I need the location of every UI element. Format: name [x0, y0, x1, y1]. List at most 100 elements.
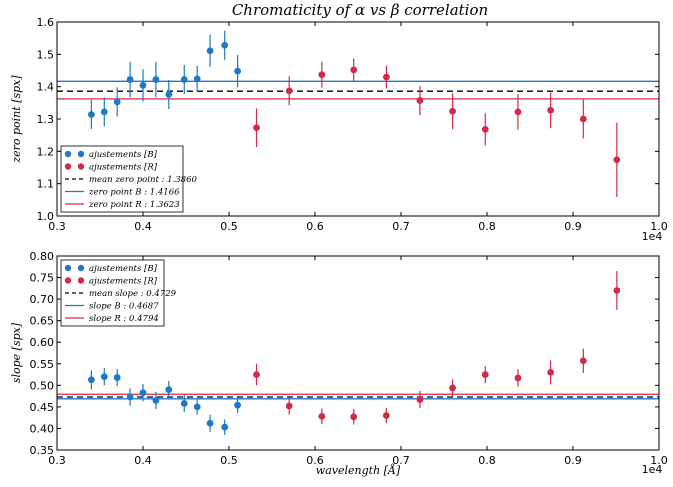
zero-point-x-offset: 1e4: [642, 230, 663, 243]
slope-point-blue: [113, 374, 121, 381]
slope-y-tick-label: 0.40: [30, 422, 55, 435]
slope-legend-label: mean slope : 0.4729: [89, 289, 177, 299]
zero-point-x-tick-label: 0.6: [306, 220, 324, 233]
slope-y-tick-label: 0.35: [30, 444, 55, 457]
slope-point-blue: [165, 386, 173, 394]
zero-point-point-blue: [152, 76, 160, 83]
zero-point-y-tick-label: 1.5: [37, 48, 55, 61]
slope-point-red: [547, 369, 555, 376]
x-axis-label: wavelength [Å]: [316, 463, 401, 477]
slope-y-tick-label: 0.45: [30, 401, 55, 414]
slope-x-tick-label: 0.3: [48, 454, 66, 467]
zero-point-point-blue: [139, 81, 147, 89]
slope-point-red: [613, 287, 621, 294]
zero-point-legend-label: ajustements [R]: [89, 163, 158, 173]
slope-y-tick-label: 0.75: [30, 272, 55, 285]
slope-point-blue: [152, 397, 160, 404]
slope-mean-lines: [57, 393, 659, 400]
slope-point-red: [514, 374, 522, 382]
zero-point-point-red: [285, 87, 293, 95]
slope-x-tick-label: 0.6: [306, 454, 324, 467]
slope-y-tick-label: 0.80: [30, 250, 55, 263]
slope-point-red: [285, 402, 293, 410]
zero-point-point-blue: [193, 75, 201, 83]
zero-point-legend-label: ajustements [B]: [89, 150, 158, 160]
slope-point-blue: [88, 376, 95, 384]
slope-panel: 0.350.400.450.500.550.600.650.700.750.80…: [10, 250, 668, 477]
slope-point-red: [416, 396, 424, 403]
zero-point-point-blue: [206, 47, 214, 55]
zero-point-point-blue: [165, 91, 173, 98]
zero-point-point-red: [514, 108, 522, 116]
slope-legend-marker: [77, 264, 85, 272]
zero-point-x-tick-label: 0.3: [48, 220, 66, 233]
zero-point-point-red: [416, 97, 424, 104]
zero-point-point-red: [579, 115, 587, 123]
slope-legend-label: slope B : 0.4687: [89, 302, 159, 312]
slope-point-blue: [126, 393, 134, 401]
zero-point-point-blue: [126, 76, 134, 83]
zero-point-point-red: [449, 107, 456, 115]
slope-point-blue: [180, 400, 188, 407]
zero-point-point-blue: [100, 108, 108, 116]
slope-y-tick-label: 0.70: [30, 293, 55, 306]
zero-point-legend-marker: [77, 150, 85, 158]
slope-x-tick-label: 0.7: [392, 454, 410, 467]
zero-point-legend-marker: [64, 150, 72, 158]
zero-point-y-tick-label: 1.2: [37, 145, 55, 158]
slope-point-blue: [206, 419, 214, 427]
slope-legend-label: ajustements [B]: [89, 264, 158, 274]
slope-point-blue: [234, 401, 242, 409]
zero-point-x-tick-label: 0.5: [220, 220, 238, 233]
zero-point-point-blue: [88, 111, 95, 118]
zero-point-legend-label: mean zero point : 1.3860: [89, 175, 197, 185]
slope-y-tick-label: 0.50: [30, 379, 55, 392]
zero-point-point-red: [350, 66, 358, 74]
slope-point-red: [449, 384, 456, 392]
zero-point-legend: ajustements [B] ajustements [R] mean zero …: [60, 145, 197, 213]
slope-point-blue: [100, 373, 108, 381]
zero-point-point-red: [613, 156, 621, 164]
zero-point-legend-label: zero point B : 1.4166: [88, 188, 180, 198]
zero-point-y-label: zero point [spx]: [10, 75, 23, 164]
zero-point-x-tick-label: 0.9: [564, 220, 582, 233]
slope-legend-box: [60, 259, 165, 327]
slope-y-tick-label: 0.60: [30, 336, 55, 349]
zero-point-point-blue: [180, 76, 188, 83]
slope-point-blue: [139, 389, 147, 397]
slope-legend: ajustements [B] ajustements [R] mean slope…: [60, 259, 177, 327]
slope-y-tick-label: 0.65: [30, 315, 55, 328]
slope-x-tick-label: 1.0: [650, 454, 668, 467]
slope-point-red: [318, 412, 326, 420]
slope-x-ticks: 0.3 0.4 0.5 0.6 0.7 0.8 0.9 1.0: [48, 256, 668, 467]
zero-point-x-tick-label: 1.0: [650, 220, 668, 233]
slope-point-blue: [193, 403, 201, 411]
zero-point-panel: 1.0 1.1 1.2 1.3 1.4 1.5 1.6 0.3 0.4 0.5 0.6 0.7 0.8…: [10, 16, 668, 243]
slope-point-red: [382, 412, 390, 419]
slope-x-tick-label: 0.9: [564, 454, 582, 467]
zero-point-y-tick-label: 1.4: [37, 81, 55, 94]
zero-point-legend-marker: [64, 163, 72, 170]
slope-point-red: [579, 357, 587, 365]
zero-point-y-tick-label: 1.0: [37, 210, 55, 223]
zero-point-y-tick-label: 1.1: [37, 178, 55, 191]
zero-point-legend-label: zero point R : 1.3623: [88, 200, 180, 210]
zero-point-y-ticks: 1.0 1.1 1.2 1.3 1.4 1.5 1.6: [37, 16, 659, 223]
slope-y-ticks: 0.35 0.40 0.45 0.50 0.55 0.60 0.65 0.70 0.75 0.80: [30, 250, 659, 457]
zero-point-x-tick-label: 0.7: [392, 220, 410, 233]
slope-points: [88, 271, 621, 435]
slope-point-red: [350, 413, 358, 421]
slope-x-tick-label: 0.4: [134, 454, 152, 467]
slope-y-label: slope [spx]: [10, 322, 23, 383]
zero-point-point-blue: [234, 67, 242, 75]
zero-point-point-red: [481, 125, 489, 133]
slope-legend-label: ajustements [R]: [89, 277, 158, 287]
slope-point-red: [481, 371, 489, 378]
slope-legend-marker: [64, 264, 72, 272]
slope-point-blue: [221, 423, 229, 431]
slope-legend-label: slope R : 0.4794: [89, 314, 159, 324]
zero-point-point-red: [382, 73, 390, 81]
zero-point-legend-marker: [77, 163, 85, 170]
slope-x-tick-label: 0.8: [478, 454, 496, 467]
slope-legend-marker: [64, 277, 72, 284]
